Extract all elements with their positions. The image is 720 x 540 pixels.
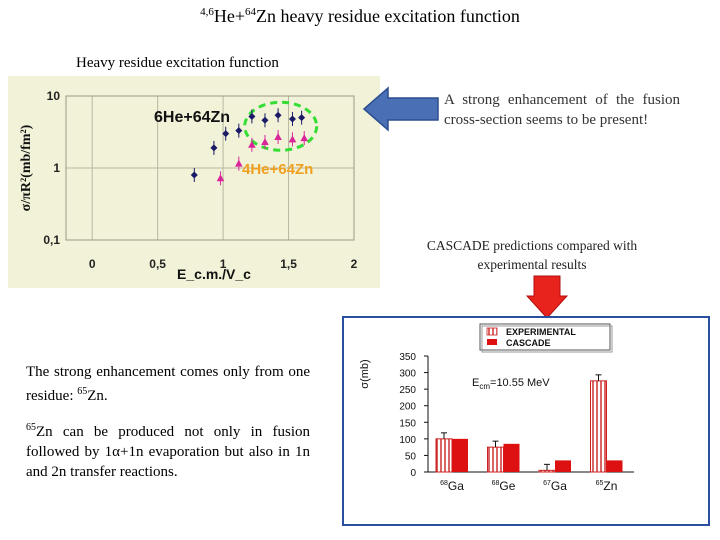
data-point [190,171,198,179]
cascade-caption: CASCADE predictions compared with experi… [426,238,638,272]
legend-label-experimental: EXPERIMENTAL [506,327,576,337]
category-label: 65Zn [596,479,618,493]
series-label-he6: 6He+64Zn [154,109,230,126]
legend-box [479,323,611,351]
y-tick-label: 0,1 [43,233,60,247]
legend-swatch-cascade [487,339,497,345]
data-point [288,115,296,123]
experimental-bar [487,446,504,473]
x-axis-label: E_c.m./V_c [177,266,251,282]
data-point [216,174,225,182]
data-point [261,116,269,124]
energy-annotation: Ecm=10.55 MeV [472,377,550,391]
experimental-bar [435,438,453,473]
residue-notes: The strong enhancement comes only from o… [26,362,310,494]
enhancement-note: A strong enhancement of the fusion cross… [444,92,680,128]
plot-subtitle: Heavy residue excitation function [76,55,279,71]
category-label: 68Ga [440,479,464,493]
experimental-bar [538,469,556,473]
excitation-function-plot: 0 0,5 1 1,5 2 0,1 1 10 E_c.m./V_c σ/πR²(mb/fm²) 6H… [8,76,380,288]
data-point [235,159,243,167]
y-tick-label: 200 [399,402,416,413]
excitation-function-svg: 0 0,5 1 1,5 2 0,1 1 10 E_c.m./V_c σ/πR²(mb/fm²) 6H… [19,89,358,282]
y-tick-label: 300 [399,369,416,380]
data-point [300,134,309,142]
y-tick-label: 50 [405,451,417,462]
y-tick-label: 100 [399,435,416,446]
data-point [222,130,230,138]
data-point [274,132,282,140]
data-point [210,144,218,152]
category-label: 67Ga [543,479,567,493]
data-point [288,135,297,143]
x-tick-label: 0 [89,257,96,271]
y-axis-label: σ(mb) [359,359,371,388]
left-arrow-icon [362,86,439,132]
cascade-bar [503,443,520,472]
cascade-bar [452,438,468,472]
cascade-bar [606,460,623,472]
category-label: 68Ge [492,479,516,493]
y-tick-label: 10 [47,89,61,103]
y-tick-label: 0 [410,468,416,479]
cascade-comparison-svg: 0 50 100 150 200 250 300 350 σ(mb) Ecm=10.55 MeV E… [359,323,634,493]
x-tick-label: 2 [351,257,358,271]
data-point [248,140,256,148]
legend-shadow [481,325,613,353]
y-tick-label: 1 [53,161,60,175]
data-point [298,114,306,122]
x-tick-label: 1 [220,257,227,271]
data-point [235,127,243,135]
legend-label-cascade: CASCADE [506,338,551,348]
data-point [274,111,282,119]
highlight-ring-icon [243,100,319,152]
slide-title: 4,6He+64Zn heavy residue excitation func… [200,6,520,26]
series-label-he4: 4He+64Zn [242,161,313,178]
data-point [248,112,256,120]
down-arrow-icon [526,275,568,319]
y-axis-label: σ/πR²(mb/fm²) [19,124,34,211]
data-point [261,137,269,145]
residue-note-a: The strong enhancement comes only from o… [26,364,310,404]
cascade-comparison-plot: 0 50 100 150 200 250 300 350 σ(mb) Ecm=10.55 MeV E… [342,316,710,526]
y-tick-label: 350 [399,352,416,363]
y-tick-label: 150 [399,418,416,429]
cascade-bar [555,460,571,472]
residue-note-b: 65Zn can be produced not only in fusion … [26,422,310,480]
x-tick-label: 0,5 [149,257,166,271]
plot-frame [65,95,355,241]
experimental-bar [590,380,607,473]
x-tick-label: 1,5 [280,257,297,271]
y-tick-label: 250 [399,385,416,396]
legend-swatch-experimental [486,327,498,336]
